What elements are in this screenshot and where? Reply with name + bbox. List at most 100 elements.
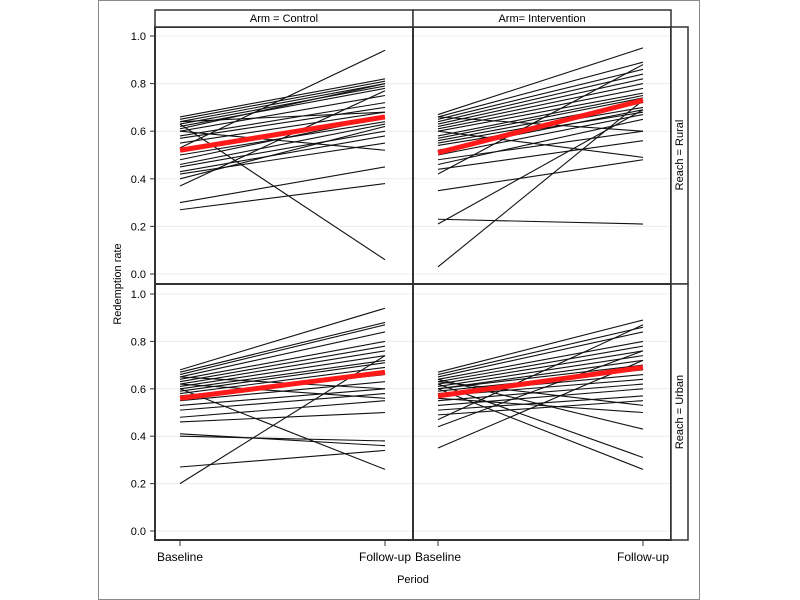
y-tick-label: 0.6: [131, 384, 146, 396]
mean-line-intervention-rural: [437, 97, 644, 156]
individual-line-intervention-urban: [437, 364, 644, 390]
x-axis-title: Period: [397, 574, 429, 586]
individual-line-control-rural: [179, 83, 386, 130]
individual-line-control-rural: [179, 142, 386, 175]
individual-line-intervention-rural: [437, 218, 644, 225]
strip-intervention: [412, 9, 672, 28]
individual-line-control-urban: [179, 400, 386, 418]
individual-line-control-urban: [179, 331, 386, 378]
individual-line-intervention-rural: [437, 97, 644, 139]
strip-label-control: Arm = Control: [250, 13, 318, 25]
x-axis-ticks: Baseline Follow-up Baseline Follow-up: [157, 540, 669, 564]
individual-line-control-urban: [179, 383, 386, 399]
individual-line-intervention-urban: [437, 397, 644, 414]
individual-line-intervention-urban: [437, 400, 644, 416]
individual-line-control-urban: [179, 366, 386, 395]
individual-line-control-urban: [179, 324, 386, 376]
figure-border: [98, 0, 700, 600]
individual-line-intervention-rural: [437, 140, 644, 170]
individual-line-control-rural: [179, 83, 386, 123]
mean-line-control-rural: [179, 114, 386, 153]
strip-label-urban: Reach = Urban: [674, 375, 686, 449]
x-tick-label: Follow-up: [617, 550, 669, 564]
individual-line-control-urban: [179, 433, 386, 447]
y-tick-label: 0.4: [131, 431, 146, 443]
gridlines: [155, 35, 671, 532]
individual-line-intervention-urban: [437, 381, 644, 406]
series-layer: [179, 47, 644, 485]
individual-line-control-urban: [179, 359, 386, 390]
mean-line-control-urban: [179, 369, 386, 401]
individual-line-control-urban: [179, 321, 386, 373]
individual-line-intervention-urban: [437, 388, 644, 470]
individual-line-control-urban: [179, 388, 386, 470]
individual-line-control-rural: [179, 183, 386, 211]
individual-line-control-urban: [179, 435, 386, 442]
mean-line-intervention-urban: [437, 364, 644, 399]
y-tick-label: 0.4: [131, 174, 146, 186]
individual-line-intervention-urban: [437, 355, 644, 387]
individual-line-intervention-urban: [437, 345, 644, 383]
individual-line-intervention-rural: [437, 92, 644, 132]
individual-line-control-urban: [179, 449, 386, 468]
strip-urban: [670, 283, 689, 541]
individual-line-intervention-urban: [437, 350, 644, 385]
individual-line-intervention-urban: [437, 383, 644, 402]
individual-line-intervention-rural: [437, 73, 644, 123]
individual-line-control-rural: [179, 102, 386, 137]
individual-line-intervention-rural: [437, 61, 644, 118]
individual-line-control-rural: [179, 78, 386, 118]
y-tick-label: 0.2: [131, 221, 146, 233]
individual-line-control-urban: [179, 307, 386, 371]
y-tick-label: 0.6: [131, 126, 146, 138]
y-tick-label: 1.0: [131, 31, 146, 43]
individual-line-intervention-rural: [437, 130, 644, 158]
y-tick-label: 0.0: [131, 526, 146, 538]
x-tick-label: Baseline: [415, 550, 461, 564]
individual-line-intervention-rural: [437, 94, 644, 137]
individual-line-control-urban: [179, 345, 386, 383]
individual-line-control-rural: [179, 111, 386, 144]
individual-line-control-rural: [179, 90, 386, 187]
individual-line-control-rural: [179, 130, 386, 151]
individual-line-control-urban: [179, 340, 386, 380]
individual-line-control-rural: [179, 111, 386, 123]
individual-line-intervention-urban: [437, 395, 644, 411]
x-tick-label: Follow-up: [359, 550, 411, 564]
y-axis-ticks: 0.0 0.2 0.4 0.6 0.8 1.0 0.0 0.2 0.4 0.6 0.8 1.0: [131, 31, 155, 538]
y-tick-label: 0.2: [131, 479, 146, 491]
individual-line-control-rural: [179, 85, 386, 125]
individual-line-intervention-urban: [437, 350, 644, 428]
strip-label-rural: Reach = Rural: [674, 120, 686, 191]
y-tick-label: 0.0: [131, 269, 146, 281]
x-tick-label: Baseline: [157, 550, 203, 564]
individual-line-control-rural: [179, 123, 386, 166]
individual-line-control-rural: [179, 94, 386, 132]
individual-line-control-rural: [179, 166, 386, 204]
individual-line-intervention-rural: [437, 114, 644, 156]
individual-line-intervention-rural: [437, 159, 644, 192]
individual-line-intervention-rural: [437, 87, 644, 130]
individual-line-intervention-urban: [437, 326, 644, 376]
individual-line-intervention-rural: [437, 78, 644, 125]
individual-line-intervention-rural: [437, 47, 644, 116]
individual-line-control-urban: [179, 411, 386, 423]
individual-line-intervention-urban: [437, 319, 644, 373]
individual-line-intervention-rural: [437, 64, 644, 175]
individual-line-intervention-urban: [437, 331, 644, 378]
individual-line-intervention-urban: [437, 324, 644, 421]
individual-line-intervention-urban: [437, 359, 644, 390]
individual-line-control-rural: [179, 135, 386, 173]
strip-label-intervention: Arm= Intervention: [498, 13, 585, 25]
individual-line-intervention-urban: [437, 383, 644, 459]
y-axis-title: Redemption rate: [112, 243, 124, 324]
individual-line-control-rural: [179, 106, 386, 139]
individual-line-intervention-rural: [437, 130, 644, 161]
individual-line-intervention-rural: [437, 68, 644, 120]
individual-line-intervention-rural: [437, 99, 644, 268]
individual-line-control-rural: [179, 49, 386, 149]
individual-line-intervention-urban: [437, 378, 644, 430]
y-tick-label: 0.8: [131, 336, 146, 348]
y-tick-label: 0.8: [131, 79, 146, 91]
individual-line-control-rural: [179, 80, 386, 120]
